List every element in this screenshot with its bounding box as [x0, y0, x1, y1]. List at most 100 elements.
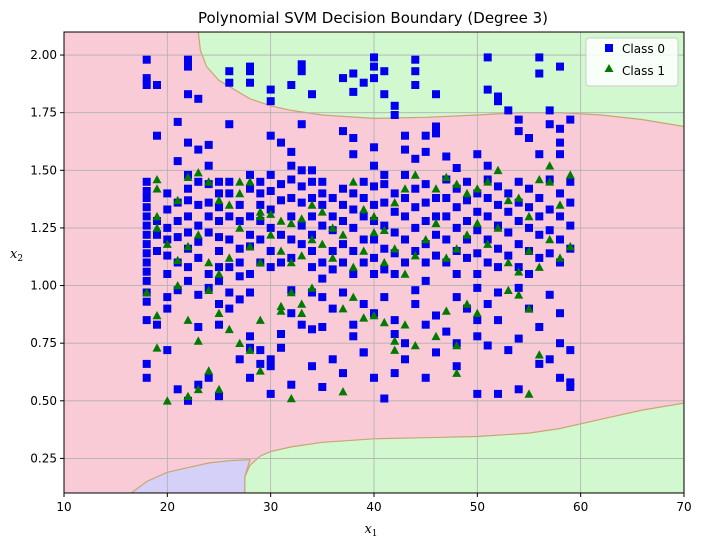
point-class0-276 — [514, 177, 523, 186]
point-class0-146 — [246, 170, 254, 179]
point-class0-222 — [390, 270, 399, 278]
point-class0-165 — [277, 196, 285, 205]
point-class1-31 — [472, 184, 482, 193]
point-class0-174 — [297, 198, 306, 207]
point-class0-282 — [525, 203, 533, 212]
point-class0-29 — [297, 60, 306, 69]
point-class0-344 — [411, 286, 420, 295]
point-class1-29 — [452, 179, 462, 188]
point-class1-1 — [152, 184, 162, 193]
point-class1-83 — [565, 241, 575, 251]
y-tick-label-3: 1.00 — [30, 279, 57, 293]
x-tick-label-4: 50 — [470, 500, 485, 514]
point-class1-45 — [173, 255, 183, 264]
point-class0-202 — [359, 177, 368, 186]
point-class0-171 — [287, 235, 296, 244]
point-class0-162 — [266, 247, 275, 255]
point-class1-32 — [483, 177, 493, 186]
point-class0-175 — [297, 221, 306, 230]
y-tick-label-6: 1.75 — [30, 106, 57, 120]
point-class1-18 — [317, 207, 327, 216]
point-class1-20 — [348, 177, 358, 186]
point-class0-8 — [173, 117, 182, 126]
point-class0-267 — [494, 182, 502, 191]
point-class0-18 — [225, 177, 234, 186]
x-tick-label-0: 10 — [56, 500, 71, 514]
point-class0-126 — [194, 237, 203, 246]
point-class1-117 — [162, 396, 172, 405]
point-class0-124 — [194, 200, 203, 209]
point-class1-30 — [462, 188, 472, 198]
point-class1-91 — [224, 324, 234, 334]
point-class0-352 — [473, 283, 482, 292]
point-class0-376 — [215, 392, 223, 401]
x-axis-label: x1 — [364, 522, 377, 539]
point-class0-127 — [194, 253, 203, 262]
point-class0-385 — [339, 369, 347, 378]
point-class0-136 — [215, 263, 223, 272]
point-class0-364 — [545, 290, 554, 299]
point-class1-38 — [545, 177, 555, 186]
point-class0-63 — [411, 154, 420, 163]
point-class0-343 — [401, 339, 409, 348]
point-class0-85 — [556, 138, 564, 147]
point-class1-49 — [214, 269, 224, 278]
point-class0-248 — [452, 203, 461, 212]
point-class0-5 — [184, 62, 192, 71]
point-class0-372 — [173, 385, 182, 394]
x-axis-label-main: x — [364, 522, 372, 537]
point-class0-208 — [370, 200, 378, 209]
point-class1-119 — [193, 384, 203, 394]
point-class0-50 — [390, 101, 399, 110]
point-class1-108 — [431, 331, 441, 341]
point-class0-400 — [566, 383, 575, 391]
point-class0-204 — [359, 212, 368, 221]
point-class1-24 — [390, 198, 400, 207]
point-class0-333 — [328, 304, 337, 313]
point-class0-178 — [308, 194, 316, 202]
point-class0-33 — [277, 138, 285, 147]
point-class0-25 — [225, 120, 234, 129]
point-class0-35 — [287, 161, 296, 170]
point-class0-247 — [452, 184, 461, 193]
point-class0-56 — [349, 134, 358, 142]
point-class0-69 — [483, 53, 492, 62]
point-class0-311 — [194, 323, 203, 331]
point-class0-308 — [173, 286, 182, 295]
point-class0-109 — [163, 235, 172, 244]
point-class1-17 — [307, 200, 317, 209]
point-class0-102 — [142, 276, 151, 285]
point-class1-4 — [193, 168, 203, 177]
point-class0-334 — [339, 288, 347, 297]
point-class1-35 — [514, 193, 524, 202]
point-class0-177 — [308, 177, 316, 186]
point-class1-105 — [390, 336, 400, 345]
point-class1-42 — [152, 211, 162, 221]
point-class0-386 — [359, 348, 368, 357]
point-class1-6 — [214, 195, 224, 205]
point-class0-289 — [535, 253, 544, 262]
point-class0-21 — [225, 78, 234, 87]
point-class1-116 — [152, 343, 162, 352]
point-class0-373 — [184, 396, 192, 405]
point-class0-314 — [215, 320, 223, 329]
point-class1-40 — [555, 200, 565, 209]
x-tick-label-6: 70 — [676, 500, 691, 514]
point-class0-382 — [308, 362, 316, 371]
point-class1-21 — [359, 205, 369, 214]
point-class0-103 — [153, 217, 161, 225]
point-class0-205 — [359, 235, 368, 244]
point-class0-72 — [494, 97, 502, 106]
point-class0-313 — [215, 300, 223, 308]
point-class0-100 — [142, 258, 151, 267]
point-class0-293 — [545, 249, 554, 258]
data-points — [142, 53, 575, 405]
point-class0-295 — [556, 212, 564, 221]
point-class0-86 — [556, 150, 564, 159]
x-tick-label-3: 40 — [366, 500, 381, 514]
point-class1-92 — [235, 338, 245, 347]
legend-marker-class1 — [604, 64, 614, 72]
point-class0-130 — [204, 228, 213, 237]
point-class1-75 — [483, 239, 493, 248]
point-class0-32 — [266, 131, 275, 140]
